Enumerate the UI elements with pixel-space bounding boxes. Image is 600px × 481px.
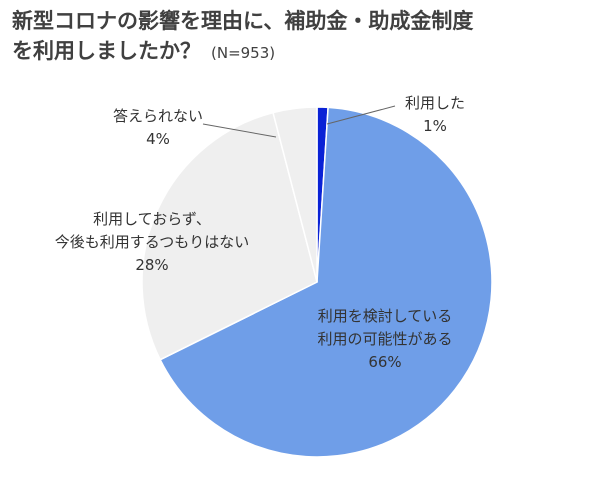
data-label-3-line-2: 今後も利用するつもりはない: [55, 233, 249, 251]
leader-line-1: [326, 105, 396, 125]
pie-slice-2: [159, 106, 493, 458]
data-label-1-line-1: 利用した: [405, 94, 465, 112]
data-label-value-4: 4%: [146, 130, 170, 148]
data-label-2-line-1: 利用を検討している: [318, 307, 453, 325]
chart-subtitle: (N=953): [211, 44, 276, 62]
data-label-value-1: 1%: [423, 117, 447, 135]
data-label-value-2: 66%: [368, 353, 401, 371]
leader-line-4: [202, 123, 277, 138]
pie-slice-4: [272, 106, 318, 283]
pie-slice-3: [141, 111, 318, 361]
chart-title-line-1: 新型コロナの影響を理由に、補助金・助成金制度: [12, 9, 474, 33]
data-label-3-line-1: 利用しておらず、: [93, 210, 211, 228]
data-label-4-line-1: 答えられない: [113, 107, 203, 125]
chart-title-line-2-text: を利用しましたか？: [12, 39, 201, 63]
data-label-2-line-2: 利用の可能性がある: [317, 330, 452, 348]
data-label-value-3: 28%: [135, 256, 168, 274]
chart-title-line-2: を利用しましたか？ (N=953): [12, 36, 592, 68]
chart-title: 新型コロナの影響を理由に、補助金・助成金制度 を利用しましたか？ (N=953): [12, 6, 592, 68]
